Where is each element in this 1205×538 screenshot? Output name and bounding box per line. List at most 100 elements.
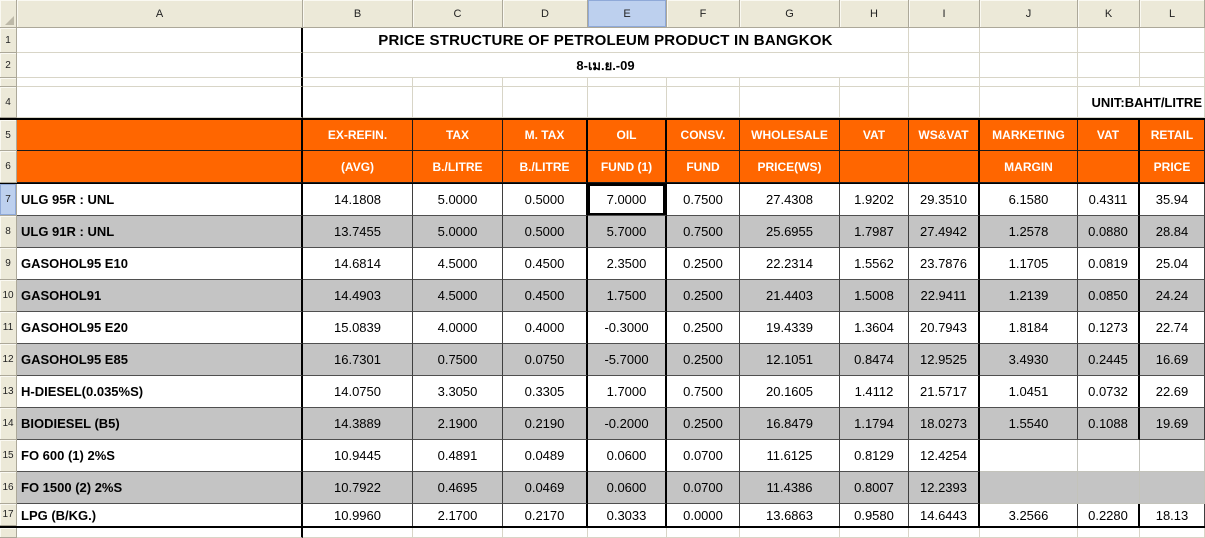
cell-D4[interactable] (503, 87, 588, 118)
cell-L11[interactable]: 22.74 (1140, 312, 1205, 344)
cell-I4[interactable] (909, 87, 980, 118)
cell-F7[interactable]: 0.7500 (667, 184, 740, 216)
cell-K1[interactable] (1078, 28, 1140, 53)
column-header-G[interactable]: G (740, 0, 840, 28)
cell-E14[interactable]: -0.2000 (588, 408, 667, 440)
cell-I16[interactable]: 12.2393 (909, 472, 980, 504)
cell-K14[interactable]: 0.1088 (1078, 408, 1140, 440)
row-header-7[interactable]: 7 (0, 184, 17, 216)
cell-J11[interactable]: 1.8184 (980, 312, 1078, 344)
cell-D3[interactable] (503, 78, 588, 87)
cell-L16[interactable] (1140, 472, 1205, 504)
cell-L10[interactable]: 24.24 (1140, 280, 1205, 312)
cell-G11[interactable]: 19.4339 (740, 312, 840, 344)
row-header-12[interactable]: 12 (0, 344, 17, 376)
column-header-F[interactable]: F (667, 0, 740, 28)
cell-C11[interactable]: 4.0000 (413, 312, 503, 344)
row-header-14[interactable]: 14 (0, 408, 17, 440)
column-header-D[interactable]: D (503, 0, 588, 28)
cell-K8[interactable]: 0.0880 (1078, 216, 1140, 248)
cell-K18[interactable] (1078, 528, 1140, 538)
cell-G13[interactable]: 20.1605 (740, 376, 840, 408)
cell-C4[interactable] (413, 87, 503, 118)
cell-K17[interactable]: 0.2280 (1078, 504, 1140, 526)
cell-C13[interactable]: 3.3050 (413, 376, 503, 408)
cell-E17[interactable]: 0.3033 (588, 504, 667, 526)
header-cell-C6[interactable]: B./LITRE (413, 151, 503, 183)
column-header-B[interactable]: B (303, 0, 413, 28)
cell-F14[interactable]: 0.2500 (667, 408, 740, 440)
cell-I8[interactable]: 27.4942 (909, 216, 980, 248)
cell-E13[interactable]: 1.7000 (588, 376, 667, 408)
cell-F18[interactable] (667, 528, 740, 538)
cell-C15[interactable]: 0.4891 (413, 440, 503, 472)
column-header-I[interactable]: I (909, 0, 980, 28)
cell-H8[interactable]: 1.7987 (840, 216, 909, 248)
cell-D15[interactable]: 0.0489 (503, 440, 588, 472)
cell-G18[interactable] (740, 528, 840, 538)
cell-I13[interactable]: 21.5717 (909, 376, 980, 408)
cell-B9[interactable]: 14.6814 (303, 248, 413, 280)
cell-J17[interactable]: 3.2566 (980, 504, 1078, 526)
cell-I15[interactable]: 12.4254 (909, 440, 980, 472)
sheet-title[interactable]: PRICE STRUCTURE OF PETROLEUM PRODUCT IN … (303, 28, 909, 53)
cell-B3[interactable] (303, 78, 413, 87)
cell-B14[interactable]: 14.3889 (303, 408, 413, 440)
header-cell-K5[interactable]: VAT (1078, 120, 1140, 151)
cell-B16[interactable]: 10.7922 (303, 472, 413, 504)
cell-J13[interactable]: 1.0451 (980, 376, 1078, 408)
column-header-C[interactable]: C (413, 0, 503, 28)
row-header-1[interactable]: 1 (0, 28, 17, 53)
header-cell-K6[interactable] (1078, 151, 1140, 183)
cell-C14[interactable]: 2.1900 (413, 408, 503, 440)
cell-A10-product-name[interactable]: GASOHOL91 (17, 280, 303, 312)
cell-F12[interactable]: 0.2500 (667, 344, 740, 376)
select-all-corner[interactable] (0, 0, 17, 28)
cell-E8[interactable]: 5.7000 (588, 216, 667, 248)
cell-K16[interactable] (1078, 472, 1140, 504)
row-header-10[interactable]: 10 (0, 280, 17, 312)
header-cell-F5[interactable]: CONSV. (667, 120, 740, 151)
cell-I11[interactable]: 20.7943 (909, 312, 980, 344)
cell-I18[interactable] (909, 528, 980, 538)
cell-J10[interactable]: 1.2139 (980, 280, 1078, 312)
cell-I9[interactable]: 23.7876 (909, 248, 980, 280)
cell-L12[interactable]: 16.69 (1140, 344, 1205, 376)
cell-D18[interactable] (503, 528, 588, 538)
cell-H15[interactable]: 0.8129 (840, 440, 909, 472)
cell-K2[interactable] (1078, 53, 1140, 78)
row-header-11[interactable]: 11 (0, 312, 17, 344)
cell-B17[interactable]: 10.9960 (303, 504, 413, 526)
header-cell-H6[interactable] (840, 151, 909, 183)
cell-J12[interactable]: 3.4930 (980, 344, 1078, 376)
cell-C16[interactable]: 0.4695 (413, 472, 503, 504)
cell-C10[interactable]: 4.5000 (413, 280, 503, 312)
cell-H11[interactable]: 1.3604 (840, 312, 909, 344)
cell-G9[interactable]: 22.2314 (740, 248, 840, 280)
cell-J9[interactable]: 1.1705 (980, 248, 1078, 280)
cell-B13[interactable]: 14.0750 (303, 376, 413, 408)
cell-A15-product-name[interactable]: FO 600 (1) 2%S (17, 440, 303, 472)
header-cell-J6[interactable]: MARGIN (980, 151, 1078, 183)
cell-K12[interactable]: 0.2445 (1078, 344, 1140, 376)
header-cell-E6[interactable]: FUND (1) (588, 151, 667, 183)
row-header-3[interactable] (0, 78, 17, 87)
cell-K15[interactable] (1078, 440, 1140, 472)
row-header-17[interactable]: 17 (0, 504, 17, 526)
cell-A9-product-name[interactable]: GASOHOL95 E10 (17, 248, 303, 280)
cell-E3[interactable] (588, 78, 667, 87)
cell-F4[interactable] (667, 87, 740, 118)
cell-A17-product-name[interactable]: LPG (B/KG.) (17, 504, 303, 526)
cell-L2[interactable] (1140, 53, 1205, 78)
cell-F13[interactable]: 0.7500 (667, 376, 740, 408)
cell-D13[interactable]: 0.3305 (503, 376, 588, 408)
cell-C9[interactable]: 4.5000 (413, 248, 503, 280)
cell-J14[interactable]: 1.5540 (980, 408, 1078, 440)
cell-H10[interactable]: 1.5008 (840, 280, 909, 312)
cell-J7[interactable]: 6.1580 (980, 184, 1078, 216)
cell-A6[interactable] (17, 151, 303, 183)
cell-D11[interactable]: 0.4000 (503, 312, 588, 344)
cell-L9[interactable]: 25.04 (1140, 248, 1205, 280)
cell-D9[interactable]: 0.4500 (503, 248, 588, 280)
header-cell-I6[interactable] (909, 151, 980, 183)
